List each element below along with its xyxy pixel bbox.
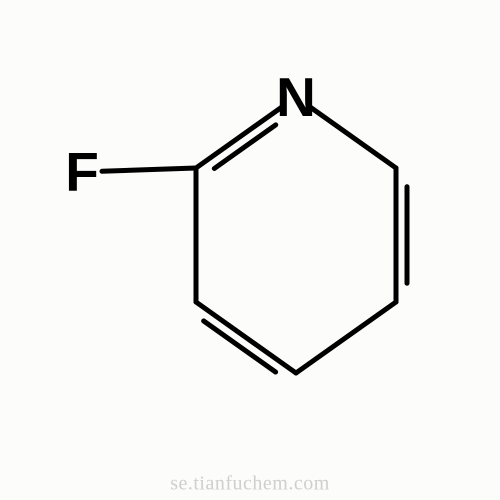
watermark-text: se.tianfuchem.com <box>170 473 330 496</box>
atom-n: N <box>276 65 316 129</box>
bond-layer <box>0 0 500 500</box>
atom-f: F <box>65 140 99 204</box>
structure-canvas: N Fse.tianfuchem.com <box>0 0 500 500</box>
